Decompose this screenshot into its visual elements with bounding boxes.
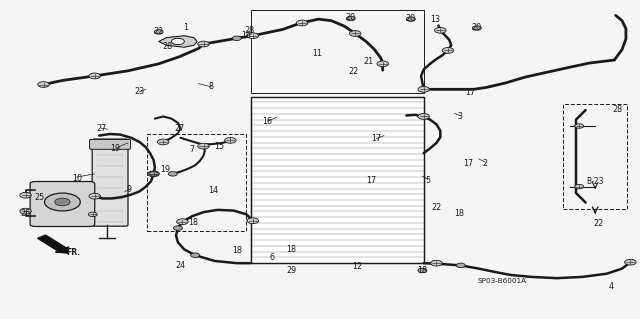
Text: 19: 19 — [110, 144, 120, 153]
Text: 9: 9 — [127, 185, 132, 194]
Text: 22: 22 — [593, 219, 604, 228]
Text: 18: 18 — [454, 209, 465, 218]
FancyBboxPatch shape — [92, 139, 128, 226]
Circle shape — [89, 193, 100, 199]
Text: 22: 22 — [431, 203, 442, 212]
Circle shape — [418, 268, 427, 273]
Circle shape — [435, 27, 446, 33]
Circle shape — [472, 26, 481, 30]
Circle shape — [168, 172, 177, 176]
Text: 26: 26 — [20, 209, 31, 218]
Text: 18: 18 — [232, 246, 242, 255]
Text: 22: 22 — [348, 67, 358, 76]
Text: B-23: B-23 — [586, 177, 604, 186]
Text: 21: 21 — [363, 57, 373, 66]
Circle shape — [575, 184, 584, 189]
Text: 1: 1 — [183, 23, 188, 32]
Text: 13: 13 — [430, 15, 440, 24]
Text: 15: 15 — [214, 142, 224, 151]
Text: 11: 11 — [312, 49, 322, 58]
Text: 6: 6 — [269, 253, 275, 262]
Bar — [251, 97, 424, 263]
Circle shape — [198, 143, 209, 149]
Circle shape — [377, 61, 388, 67]
Circle shape — [456, 263, 465, 268]
Circle shape — [55, 198, 70, 206]
Text: 20: 20 — [472, 23, 482, 32]
Text: 17: 17 — [366, 176, 376, 185]
Text: SP03-B6001A: SP03-B6001A — [478, 278, 527, 284]
Circle shape — [45, 193, 81, 211]
Circle shape — [177, 219, 188, 225]
Text: 28: 28 — [163, 42, 173, 51]
Circle shape — [349, 31, 361, 36]
Circle shape — [346, 16, 355, 21]
Polygon shape — [159, 36, 197, 47]
FancyBboxPatch shape — [90, 139, 131, 149]
Text: 10: 10 — [72, 174, 82, 182]
Text: 27: 27 — [96, 124, 106, 133]
Circle shape — [232, 36, 241, 41]
Circle shape — [20, 192, 31, 198]
Circle shape — [247, 33, 259, 39]
Circle shape — [38, 82, 49, 87]
Text: 2: 2 — [483, 159, 488, 168]
FancyArrow shape — [38, 235, 68, 253]
Text: 18: 18 — [286, 245, 296, 254]
Circle shape — [225, 137, 236, 143]
Text: 19: 19 — [160, 165, 170, 174]
Text: 3: 3 — [457, 112, 462, 121]
Circle shape — [88, 212, 97, 217]
FancyBboxPatch shape — [30, 182, 95, 226]
Bar — [147, 134, 246, 231]
Circle shape — [20, 208, 31, 214]
Text: 4: 4 — [609, 282, 614, 291]
Text: 17: 17 — [465, 88, 476, 97]
Circle shape — [406, 17, 415, 21]
Circle shape — [442, 48, 454, 53]
Circle shape — [157, 139, 169, 145]
Text: 18: 18 — [417, 266, 428, 275]
Circle shape — [148, 171, 159, 177]
Text: 8: 8 — [209, 82, 214, 91]
Circle shape — [198, 41, 209, 47]
Text: 29: 29 — [286, 266, 296, 275]
Circle shape — [172, 38, 184, 45]
Text: 28: 28 — [612, 105, 623, 114]
Circle shape — [89, 73, 100, 79]
Text: 17: 17 — [371, 134, 381, 143]
Text: 5: 5 — [425, 176, 430, 185]
Circle shape — [191, 253, 200, 257]
Circle shape — [418, 114, 429, 119]
Bar — [251, 10, 424, 93]
Text: 16: 16 — [262, 117, 273, 126]
Text: 7: 7 — [189, 145, 195, 154]
Bar — [563, 104, 627, 209]
Text: 28: 28 — [244, 26, 255, 35]
Text: 14: 14 — [208, 186, 218, 195]
Circle shape — [296, 20, 308, 26]
Circle shape — [575, 124, 584, 128]
Circle shape — [625, 259, 636, 265]
Circle shape — [173, 226, 182, 230]
Text: 27: 27 — [174, 124, 184, 133]
Text: 18: 18 — [188, 218, 198, 227]
Text: 25: 25 — [35, 193, 45, 202]
Bar — [251, 97, 424, 263]
Text: 19: 19 — [241, 31, 252, 40]
Text: 24: 24 — [175, 261, 186, 270]
Text: 20: 20 — [406, 14, 416, 23]
Circle shape — [418, 86, 429, 92]
Text: 17: 17 — [463, 159, 473, 168]
Text: 22: 22 — [154, 27, 164, 36]
Text: 23: 23 — [134, 87, 145, 96]
Circle shape — [154, 30, 163, 34]
Circle shape — [247, 218, 259, 224]
Text: FR.: FR. — [66, 248, 80, 257]
Text: 12: 12 — [352, 262, 362, 271]
Text: 20: 20 — [346, 13, 356, 22]
Circle shape — [149, 172, 158, 176]
Circle shape — [431, 260, 442, 266]
